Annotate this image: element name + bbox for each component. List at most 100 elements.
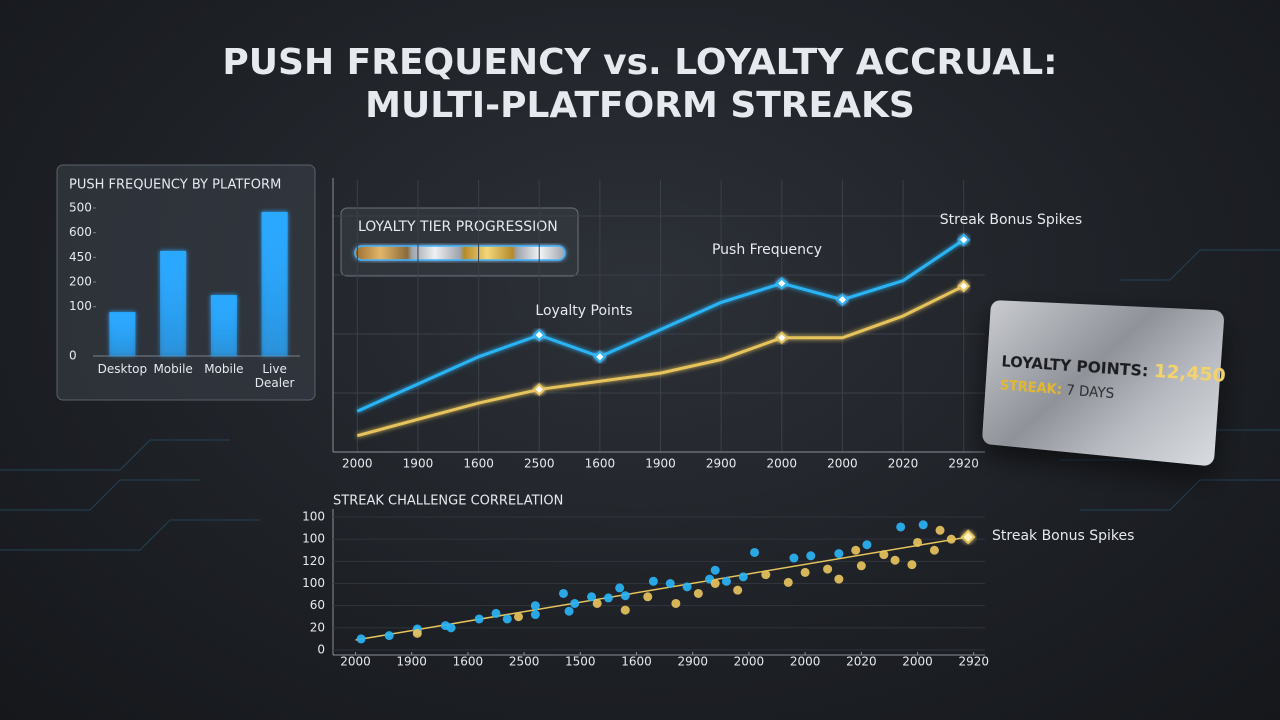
streak-line: STREAK: 7 DAYS <box>999 378 1114 402</box>
x-tick-label: 2000 <box>734 655 765 669</box>
scatter-point <box>738 572 748 582</box>
scatter-point <box>862 540 872 550</box>
scatter-point <box>648 576 658 586</box>
scatter-point <box>935 525 945 535</box>
scatter-point <box>412 628 422 638</box>
scatter-point <box>710 565 720 575</box>
scatter-point <box>761 570 771 580</box>
bar <box>210 295 237 356</box>
point-marker <box>775 276 789 290</box>
trend-line <box>355 536 969 641</box>
scatter-point <box>890 555 900 565</box>
annotation: Streak Bonus Spikes <box>940 212 1082 228</box>
bar <box>261 211 288 356</box>
scatter-point <box>502 614 512 624</box>
scatter-point <box>491 608 501 618</box>
tier-widget: LOYALTY TIER PROGRESSION <box>340 207 579 277</box>
x-tick-label: Mobile <box>153 362 193 376</box>
x-tick-label: 2500 <box>509 655 540 669</box>
point-marker <box>957 233 971 247</box>
x-tick-label: 1900 <box>403 457 434 471</box>
annotation: Streak Bonus Spikes <box>992 528 1134 544</box>
scatter-point <box>513 612 523 622</box>
scatter-title: STREAK CHALLENGE CORRELATION <box>333 494 563 509</box>
bar <box>160 250 187 356</box>
scatter-point <box>783 577 793 587</box>
scatter-point <box>587 592 597 602</box>
x-tick-label: Live Dealer <box>254 362 295 390</box>
tier-bar <box>354 245 566 261</box>
scatter-point <box>530 601 540 611</box>
bar-chart-title: PUSH FREQUENCY BY PLATFORM <box>69 178 281 193</box>
scatter-point <box>879 550 889 560</box>
scatter-point <box>907 560 917 570</box>
scatter-point <box>913 537 923 547</box>
scatter-point <box>693 588 703 598</box>
y-tick-label: 450 <box>69 250 92 264</box>
scatter-point <box>800 567 810 577</box>
x-tick-label: 1900 <box>396 655 427 669</box>
highlight-marker <box>960 529 976 545</box>
scatter-point <box>733 585 743 595</box>
x-tick-label: 2000 <box>902 655 933 669</box>
scatter-point <box>834 549 844 559</box>
x-tick-label: 2920 <box>958 655 989 669</box>
points-value: 12,450 <box>1153 360 1227 388</box>
x-tick-label: 1900 <box>645 457 676 471</box>
streak-label: STREAK: <box>999 377 1063 399</box>
x-tick-label: Desktop <box>97 362 148 376</box>
scatter-point <box>789 553 799 563</box>
scatter-point <box>446 623 456 633</box>
x-tick-label: 2500 <box>524 457 555 471</box>
x-tick-label: 2920 <box>948 457 979 471</box>
scatter-point <box>564 606 574 616</box>
y-tick-label: 0 <box>69 349 77 363</box>
x-tick-label: 2900 <box>677 655 708 669</box>
points-label: LOYALTY POINTS: <box>1001 351 1150 381</box>
y-tick-label: 100 <box>302 576 325 590</box>
scatter-point <box>558 588 568 598</box>
x-tick-label: 2000 <box>340 655 371 669</box>
main-title: PUSH FREQUENCY vs. LOYALTY ACCRUAL: <box>222 42 1057 83</box>
series-line <box>356 238 965 413</box>
x-tick-label: 1600 <box>621 655 652 669</box>
x-tick-label: 1600 <box>463 457 494 471</box>
y-tick-label: 0 <box>317 643 325 657</box>
scatter-point <box>856 561 866 571</box>
y-tick-label: 60 <box>310 598 325 612</box>
x-tick-label: Mobile <box>204 362 244 376</box>
x-tick-label: 1600 <box>453 655 484 669</box>
x-tick-label: 2020 <box>846 655 877 669</box>
y-tick-label: 20 <box>310 620 325 634</box>
scatter-point <box>851 545 861 555</box>
x-tick-label: 2000 <box>827 457 858 471</box>
y-tick-label: 100 <box>69 299 92 313</box>
scatter-point <box>710 579 720 588</box>
scatter-point <box>721 576 731 586</box>
scatter-point <box>823 564 833 574</box>
scatter-point <box>665 579 675 588</box>
y-tick-label: 600 <box>69 225 92 239</box>
scatter-point <box>946 534 956 544</box>
series-label: Push Frequency <box>712 242 822 258</box>
main-title: MULTI-PLATFORM STREAKS <box>365 85 915 126</box>
scatter-point <box>929 545 939 555</box>
scatter-point <box>643 592 653 602</box>
y-tick-label: 100 <box>302 510 325 524</box>
point-marker <box>532 328 546 342</box>
tier-title: LOYALTY TIER PROGRESSION <box>358 219 558 235</box>
y-tick-label: 500 <box>69 201 92 215</box>
streak-value: 7 DAYS <box>1065 382 1115 403</box>
x-tick-label: 2000 <box>342 457 373 471</box>
scatter-point <box>530 610 540 620</box>
scatter-point <box>603 593 613 603</box>
scatter-point <box>570 598 580 608</box>
scatter-point <box>356 634 366 644</box>
x-tick-label: 1500 <box>565 655 596 669</box>
scatter-point <box>592 598 602 608</box>
scatter-point <box>918 520 928 530</box>
point-marker <box>957 279 971 293</box>
x-tick-label: 1600 <box>585 457 616 471</box>
scatter-point <box>615 583 625 593</box>
